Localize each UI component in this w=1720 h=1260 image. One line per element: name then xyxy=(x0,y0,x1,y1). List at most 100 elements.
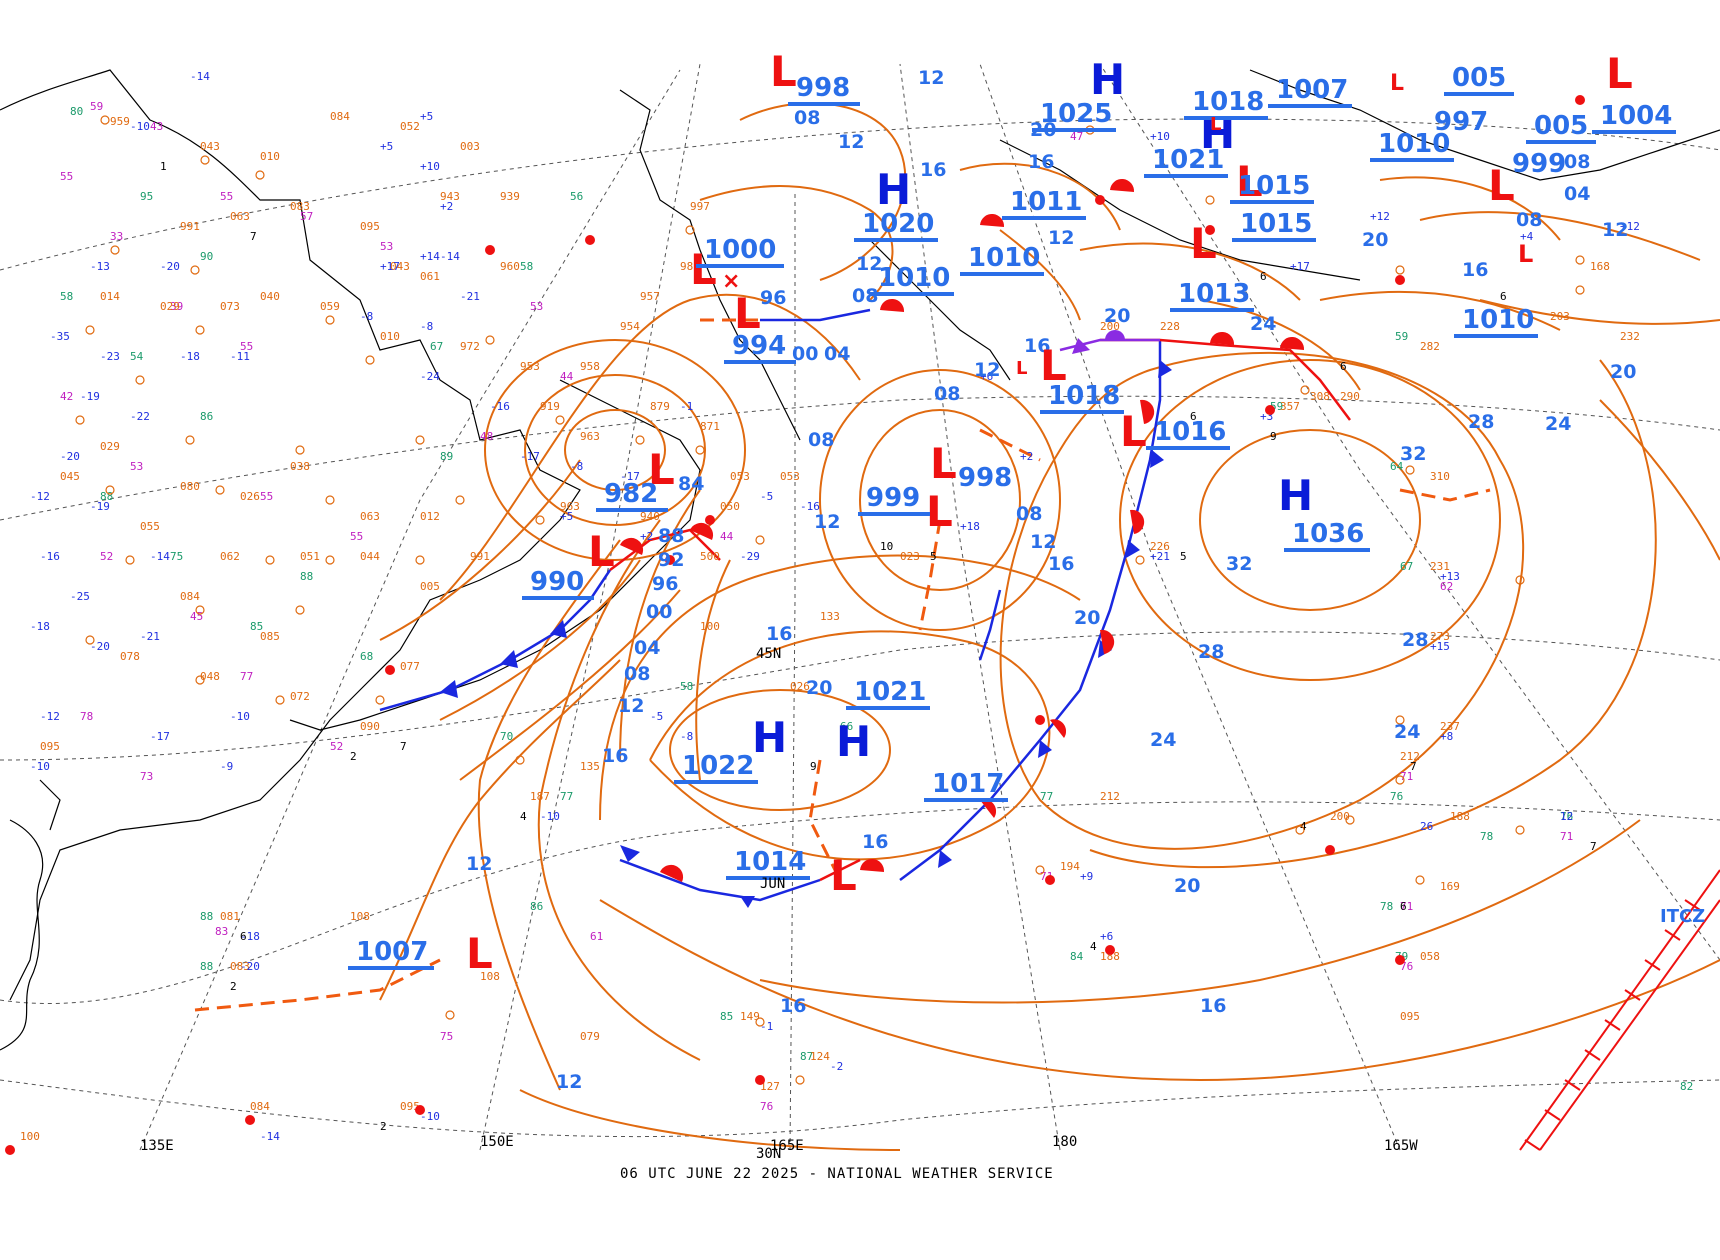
svg-text:052: 052 xyxy=(400,120,420,133)
low-symbol: L xyxy=(926,487,953,536)
isobar-label: 16 xyxy=(1200,995,1226,1017)
itcz-band xyxy=(1519,869,1720,1151)
svg-text:90: 90 xyxy=(200,250,213,263)
coastline xyxy=(0,69,1720,1051)
low-center: L 1015 xyxy=(1190,171,1314,268)
svg-text:095: 095 xyxy=(360,220,380,233)
svg-text:-21: -21 xyxy=(460,290,480,303)
svg-text:+6: +6 xyxy=(1100,930,1113,943)
svg-text:051: 051 xyxy=(300,550,320,563)
svg-text:963: 963 xyxy=(580,430,600,443)
low-symbol: L xyxy=(1190,219,1217,268)
svg-text:+13: +13 xyxy=(1440,570,1460,583)
svg-text:2: 2 xyxy=(230,980,237,993)
svg-text:1: 1 xyxy=(160,160,167,173)
svg-text:078: 078 xyxy=(120,650,140,663)
pressure-label: 1010 xyxy=(1462,305,1534,335)
svg-text:7: 7 xyxy=(1590,840,1597,853)
pressure-label: 1010 xyxy=(878,263,950,293)
svg-text:127: 127 xyxy=(760,1080,780,1093)
svg-text:026: 026 xyxy=(240,490,260,503)
svg-text:972: 972 xyxy=(460,340,480,353)
svg-text:88: 88 xyxy=(200,960,213,973)
isobar-label: 12 xyxy=(918,67,944,89)
svg-text:048: 048 xyxy=(200,670,220,683)
svg-text:188: 188 xyxy=(1450,810,1470,823)
isobar-label: 16 xyxy=(766,623,792,645)
svg-text:45: 45 xyxy=(190,610,203,623)
svg-text:68: 68 xyxy=(360,650,373,663)
svg-text:044: 044 xyxy=(360,550,380,563)
high-pressure-centers: H 1036 H 1020 H 1021 H 1022 H 1018 H 102… xyxy=(674,55,1370,784)
isobar-label: 96 xyxy=(760,287,786,309)
high-pressure-value: 1018 xyxy=(1192,87,1264,117)
longitude-label: 150E xyxy=(480,1134,514,1150)
svg-text:-1: -1 xyxy=(680,400,693,413)
svg-text:4: 4 xyxy=(1090,940,1097,953)
low-pressure-value: 994 xyxy=(732,331,786,361)
svg-text:282: 282 xyxy=(1420,340,1440,353)
isobar-label: 12 xyxy=(974,359,1000,381)
svg-text:+21: +21 xyxy=(1150,550,1170,563)
low-pressure-value: 999 xyxy=(1512,149,1566,179)
svg-text:-8: -8 xyxy=(420,320,433,333)
high-symbol: H xyxy=(836,717,871,766)
svg-text:-19: -19 xyxy=(80,390,100,403)
high-center: H 1018 xyxy=(1184,87,1268,158)
svg-text:88: 88 xyxy=(300,570,313,583)
svg-text:-9: -9 xyxy=(220,760,233,773)
high-pressure-value: 1021 xyxy=(854,677,926,707)
longitude-label: 165E xyxy=(770,1138,804,1154)
svg-text:232: 232 xyxy=(1620,330,1640,343)
svg-text:53: 53 xyxy=(380,240,393,253)
svg-text:58: 58 xyxy=(680,680,693,693)
svg-text:64: 64 xyxy=(1390,460,1404,473)
low-pressure-value: 982 xyxy=(604,479,658,509)
svg-text:4: 4 xyxy=(520,810,527,823)
low-center: L 998 xyxy=(770,47,860,106)
isobar-label: 96 xyxy=(652,573,678,595)
low-center: L 982 xyxy=(596,445,675,512)
isobar-label: 20 xyxy=(1074,607,1100,629)
isobar-label: 84 xyxy=(678,473,704,495)
isobar-label: 04 xyxy=(824,343,850,365)
svg-text:100: 100 xyxy=(700,620,720,633)
low-pressure-value: 1018 xyxy=(1048,381,1120,411)
pressure-label: 1015 xyxy=(1240,209,1312,239)
svg-text:7: 7 xyxy=(250,230,257,243)
svg-text:+4: +4 xyxy=(1520,230,1534,243)
svg-text:063: 063 xyxy=(230,210,250,223)
svg-text:+12: +12 xyxy=(1370,210,1390,223)
svg-text:135: 135 xyxy=(580,760,600,773)
svg-text:76: 76 xyxy=(1390,790,1403,803)
svg-text:-16: -16 xyxy=(40,550,60,563)
isobar-label: 20 xyxy=(1362,229,1388,251)
svg-text:L: L xyxy=(1390,71,1404,96)
svg-text:-23: -23 xyxy=(100,350,120,363)
svg-text:6: 6 xyxy=(1400,900,1407,913)
svg-text:+2: +2 xyxy=(440,200,453,213)
cold-front-barbs xyxy=(440,360,1172,908)
svg-text:6: 6 xyxy=(240,930,247,943)
svg-text:2: 2 xyxy=(380,1120,387,1133)
svg-text:124: 124 xyxy=(810,1050,830,1063)
svg-text:86: 86 xyxy=(200,410,213,423)
low-symbol: L xyxy=(1040,341,1067,390)
high-pressure-value: 1025 xyxy=(1040,99,1112,129)
svg-text:26: 26 xyxy=(1420,820,1433,833)
low-center: L 1016 xyxy=(1120,407,1230,456)
svg-text:200: 200 xyxy=(1330,810,1350,823)
svg-text:023: 023 xyxy=(900,550,920,563)
low-center: L 1018 xyxy=(1040,341,1124,414)
svg-text:88: 88 xyxy=(200,910,213,923)
svg-text:52: 52 xyxy=(100,550,113,563)
svg-text:-16: -16 xyxy=(490,400,510,413)
svg-text:-18: -18 xyxy=(30,620,50,633)
low-symbol: L xyxy=(1606,49,1633,98)
isobar-labels: 08 12 16 12 12 08 96 00 04 08 12 08 12 1… xyxy=(466,67,1636,1093)
low-pressure-value: 1015 xyxy=(1238,171,1310,201)
map-background xyxy=(0,64,1720,1154)
isobar-label: 20 xyxy=(806,677,832,699)
svg-text:6: 6 xyxy=(1500,290,1507,303)
pressure-label: 1013 xyxy=(1178,279,1250,309)
